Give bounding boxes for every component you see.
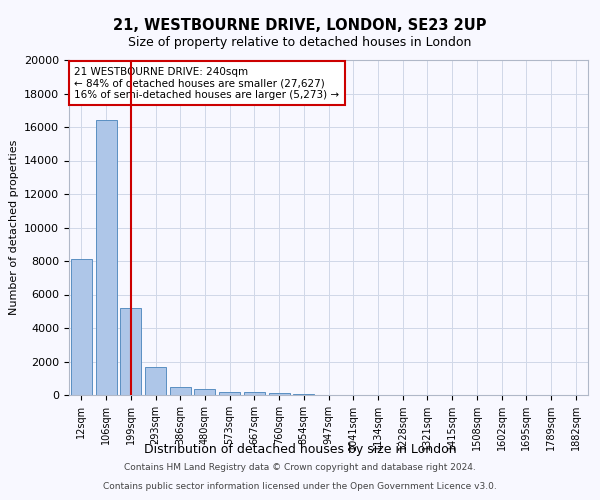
Bar	[293, 394, 314, 395]
Bar	[219, 392, 240, 395]
Bar	[120, 308, 141, 395]
Y-axis label: Number of detached properties: Number of detached properties	[8, 140, 19, 315]
Bar	[95, 120, 116, 395]
Bar	[145, 366, 166, 395]
Text: 21, WESTBOURNE DRIVE, LONDON, SE23 2UP: 21, WESTBOURNE DRIVE, LONDON, SE23 2UP	[113, 18, 487, 32]
Bar	[71, 260, 92, 395]
Bar	[170, 388, 191, 395]
Text: Contains public sector information licensed under the Open Government Licence v3: Contains public sector information licen…	[103, 482, 497, 491]
Text: Size of property relative to detached houses in London: Size of property relative to detached ho…	[128, 36, 472, 49]
Text: Distribution of detached houses by size in London: Distribution of detached houses by size …	[143, 442, 457, 456]
Text: 21 WESTBOURNE DRIVE: 240sqm
← 84% of detached houses are smaller (27,627)
16% of: 21 WESTBOURNE DRIVE: 240sqm ← 84% of det…	[74, 66, 340, 100]
Bar	[194, 389, 215, 395]
Bar	[244, 392, 265, 395]
Text: Contains HM Land Registry data © Crown copyright and database right 2024.: Contains HM Land Registry data © Crown c…	[124, 464, 476, 472]
Bar	[269, 393, 290, 395]
